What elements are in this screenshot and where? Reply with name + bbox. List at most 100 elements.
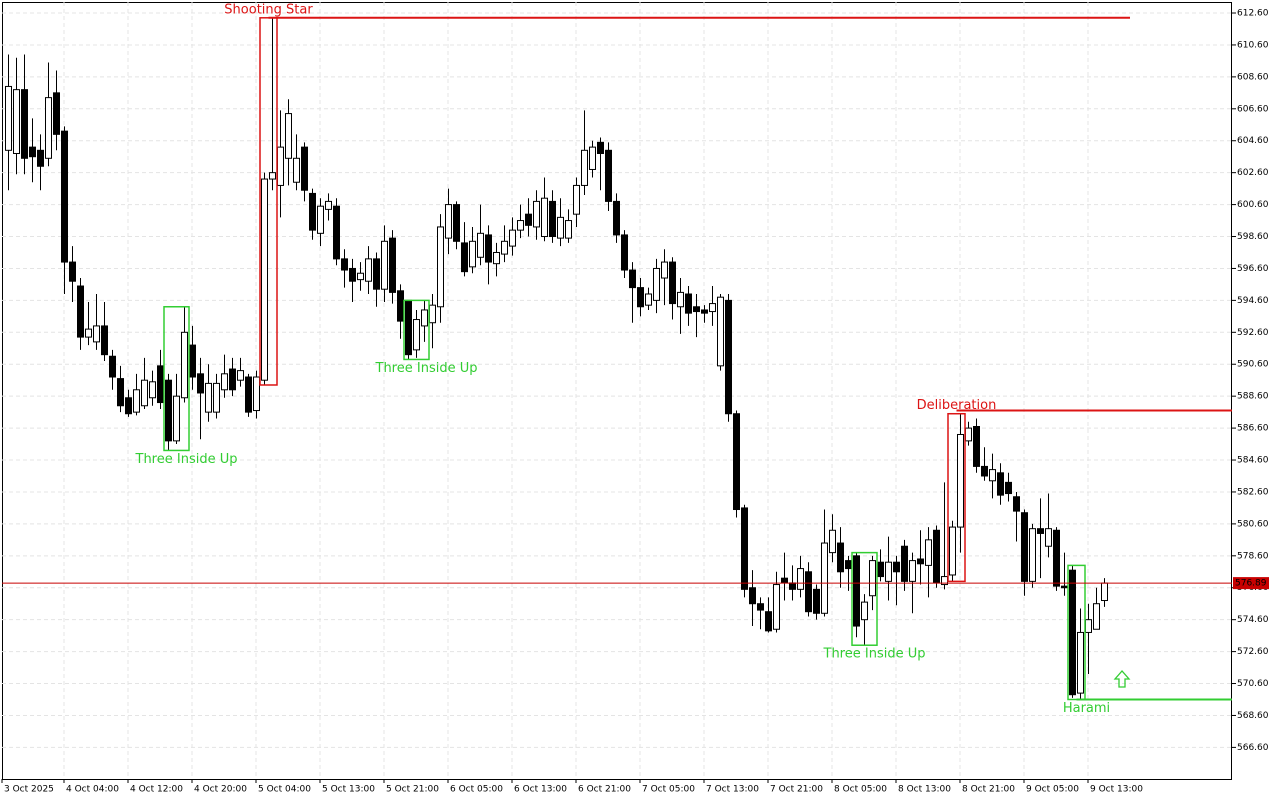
pattern-box (403, 299, 430, 361)
y-tick-label: 590.60 (1237, 360, 1269, 370)
candle-body (517, 220, 524, 231)
pattern-label: Shooting Star (224, 2, 313, 17)
y-tick-label: 582.60 (1237, 487, 1269, 497)
candle-body (293, 157, 300, 183)
candle-body (389, 237, 396, 293)
candle-body (981, 465, 988, 477)
x-tick-label: 6 Oct 05:00 (450, 785, 503, 795)
pattern-box (851, 551, 878, 646)
candle-body (629, 269, 636, 289)
candle-body (93, 325, 100, 343)
x-tick-label: 5 Oct 21:00 (386, 785, 439, 795)
x-tick-label: 4 Oct 04:00 (66, 785, 119, 795)
candle-body (1085, 619, 1092, 633)
candle-body (221, 373, 228, 391)
candle-body (669, 261, 676, 305)
pattern-label: Three Inside Up (823, 647, 926, 662)
candle-body (397, 290, 404, 322)
y-tick-label: 588.60 (1237, 392, 1269, 402)
candle-body (53, 92, 60, 135)
candle-body (821, 542, 828, 614)
candle-body (485, 234, 492, 263)
candle-body (109, 355, 116, 378)
candle-body (469, 240, 476, 268)
y-tick-label: 586.60 (1237, 424, 1269, 434)
candle-body (909, 560, 916, 582)
candle-body (381, 240, 388, 290)
y-tick-label: 580.60 (1237, 519, 1269, 529)
candle-body (493, 251, 500, 265)
candle-body (533, 200, 540, 228)
pattern-label: Harami (1063, 701, 1110, 716)
candle-body (141, 379, 148, 407)
candle-body (917, 558, 924, 565)
candle-body (573, 184, 580, 215)
y-tick-label: 570.60 (1237, 679, 1269, 689)
y-tick-label: 578.60 (1237, 551, 1269, 561)
candle-body (1093, 603, 1100, 630)
candle-body (701, 309, 708, 314)
y-tick-label: 584.60 (1237, 456, 1269, 466)
pattern-box (947, 412, 966, 583)
x-tick-label: 7 Oct 13:00 (706, 785, 759, 795)
marks (2, 16, 1232, 701)
candle-body (581, 149, 588, 186)
candle-body (541, 197, 548, 238)
candle-body (861, 601, 868, 621)
x-tick-label: 7 Oct 21:00 (770, 785, 823, 795)
x-tick-label: 8 Oct 21:00 (962, 785, 1015, 795)
candle-body (1037, 528, 1044, 534)
candle-body (565, 220, 572, 239)
pattern-label: Three Inside Up (135, 452, 238, 467)
y-tick-label: 596.60 (1237, 264, 1269, 274)
candle-body (965, 427, 972, 442)
x-tick-label: 3 Oct 2025 (4, 785, 54, 795)
candle-body (789, 582, 796, 590)
candle-body (229, 368, 236, 391)
candle-body (405, 299, 412, 356)
candle-body (757, 603, 764, 611)
candle-body (645, 293, 652, 306)
candle-body (525, 213, 532, 226)
candle-body (61, 130, 68, 263)
candle-body (77, 285, 84, 338)
pattern-box (163, 306, 190, 452)
candle-body (181, 331, 188, 399)
x-tick-label: 7 Oct 05:00 (642, 785, 695, 795)
candle-body (37, 149, 44, 167)
y-tick-label: 574.60 (1237, 615, 1269, 625)
candle-body (685, 293, 692, 314)
candle-body (957, 433, 964, 528)
candle-body (189, 344, 196, 378)
candle-body (85, 328, 92, 338)
y-tick-label: 594.60 (1237, 296, 1269, 306)
candle-body (973, 426, 980, 467)
candle-body (893, 561, 900, 573)
candle-body (1021, 512, 1028, 582)
x-tick-label: 8 Oct 13:00 (898, 785, 951, 795)
candle-body (237, 370, 244, 381)
candle-body (13, 89, 20, 155)
candle-body (373, 258, 380, 290)
candle-body (269, 172, 276, 180)
candle-body (277, 146, 284, 186)
candle-body (125, 397, 132, 415)
candle-body (877, 561, 884, 578)
candle-body (661, 261, 668, 279)
x-tick-label: 8 Oct 05:00 (834, 785, 887, 795)
last-price-label: 576.89 (1235, 579, 1267, 589)
candle-body (317, 205, 324, 234)
candle-body (261, 178, 268, 381)
x-tick-label: 9 Oct 13:00 (1090, 785, 1143, 795)
candle-body (805, 571, 812, 613)
candle-body (205, 382, 212, 413)
candle-body (301, 146, 308, 191)
candle-body (837, 542, 844, 573)
candle-body (933, 529, 940, 584)
candle-body (157, 365, 164, 404)
candle-body (325, 200, 332, 210)
candle-body (693, 306, 700, 313)
x-tick-label: 4 Oct 20:00 (194, 785, 247, 795)
candle-body (901, 545, 908, 582)
